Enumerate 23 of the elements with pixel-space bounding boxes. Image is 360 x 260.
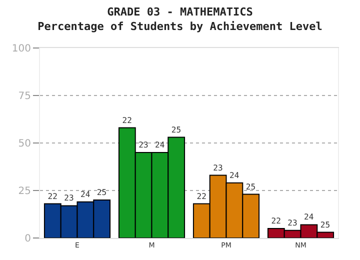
text: 23 bbox=[213, 163, 223, 172]
y-tick-label: 25 bbox=[18, 186, 31, 197]
text: 24 bbox=[230, 170, 240, 180]
series-label: 22 bbox=[48, 192, 58, 201]
text: 25 bbox=[171, 125, 182, 134]
text: 22 bbox=[271, 216, 281, 226]
text: 23 bbox=[138, 140, 148, 150]
text: 24 bbox=[155, 140, 165, 150]
text: 25 bbox=[320, 220, 330, 230]
text: 22 bbox=[196, 192, 206, 201]
y-tick-label: 100 bbox=[12, 44, 31, 54]
text: 23 bbox=[288, 218, 298, 228]
series-label: 23 bbox=[64, 194, 74, 203]
y-tick-label: 50 bbox=[18, 138, 31, 150]
chart-title: GRADE 03 - MATHEMATICS bbox=[107, 6, 253, 19]
text: 24 bbox=[304, 212, 314, 222]
series-label: 25 bbox=[96, 188, 107, 197]
y-tick-label: 0 bbox=[24, 234, 31, 244]
text: 25 bbox=[246, 182, 256, 192]
chart-subtitle: Percentage of Students by Achievement Level bbox=[38, 20, 322, 33]
text: 22 bbox=[122, 116, 132, 125]
y-tick-label: 75 bbox=[18, 91, 31, 102]
series-label: 24 bbox=[80, 190, 90, 199]
